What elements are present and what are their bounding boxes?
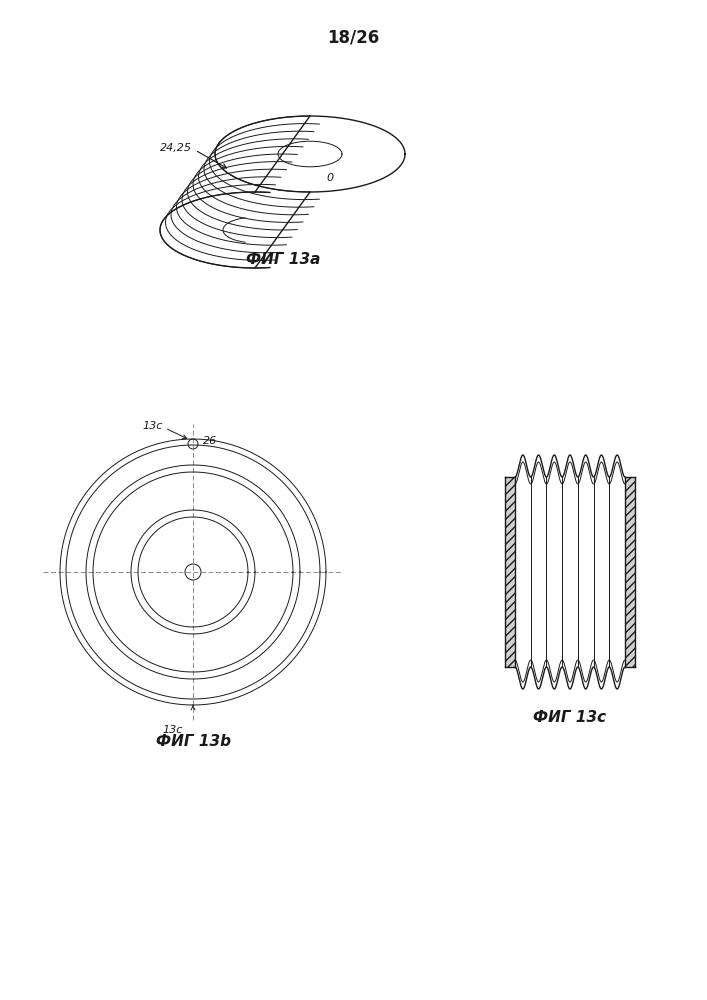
Text: 18/26: 18/26: [327, 29, 379, 47]
Text: 0: 0: [327, 173, 334, 183]
Bar: [505, 477, 515, 667]
Bar: [625, 477, 635, 667]
Text: 24,25: 24,25: [160, 143, 192, 153]
Text: 13c: 13c: [163, 725, 183, 735]
Text: 13c: 13c: [143, 421, 163, 431]
Text: ФИГ 13c: ФИГ 13c: [534, 710, 607, 724]
Text: 26: 26: [203, 436, 217, 446]
Text: ФИГ 13b: ФИГ 13b: [156, 734, 230, 750]
Text: ФИГ 13а: ФИГ 13а: [246, 252, 320, 267]
